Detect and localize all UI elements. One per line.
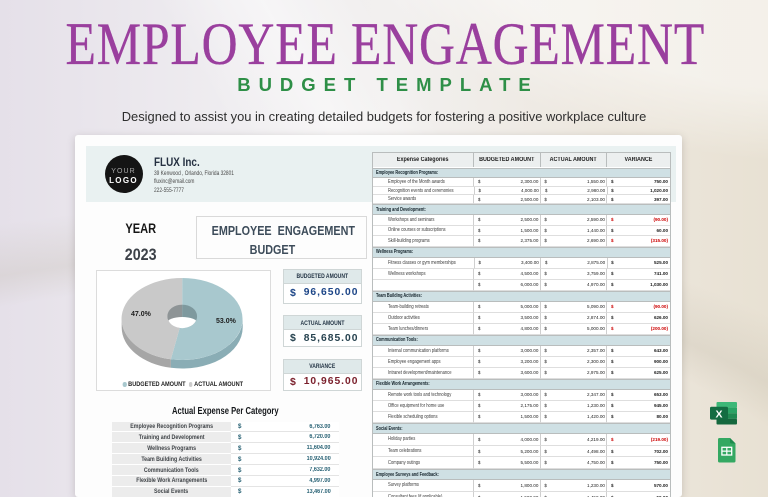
svg-text:X: X bbox=[715, 409, 722, 421]
